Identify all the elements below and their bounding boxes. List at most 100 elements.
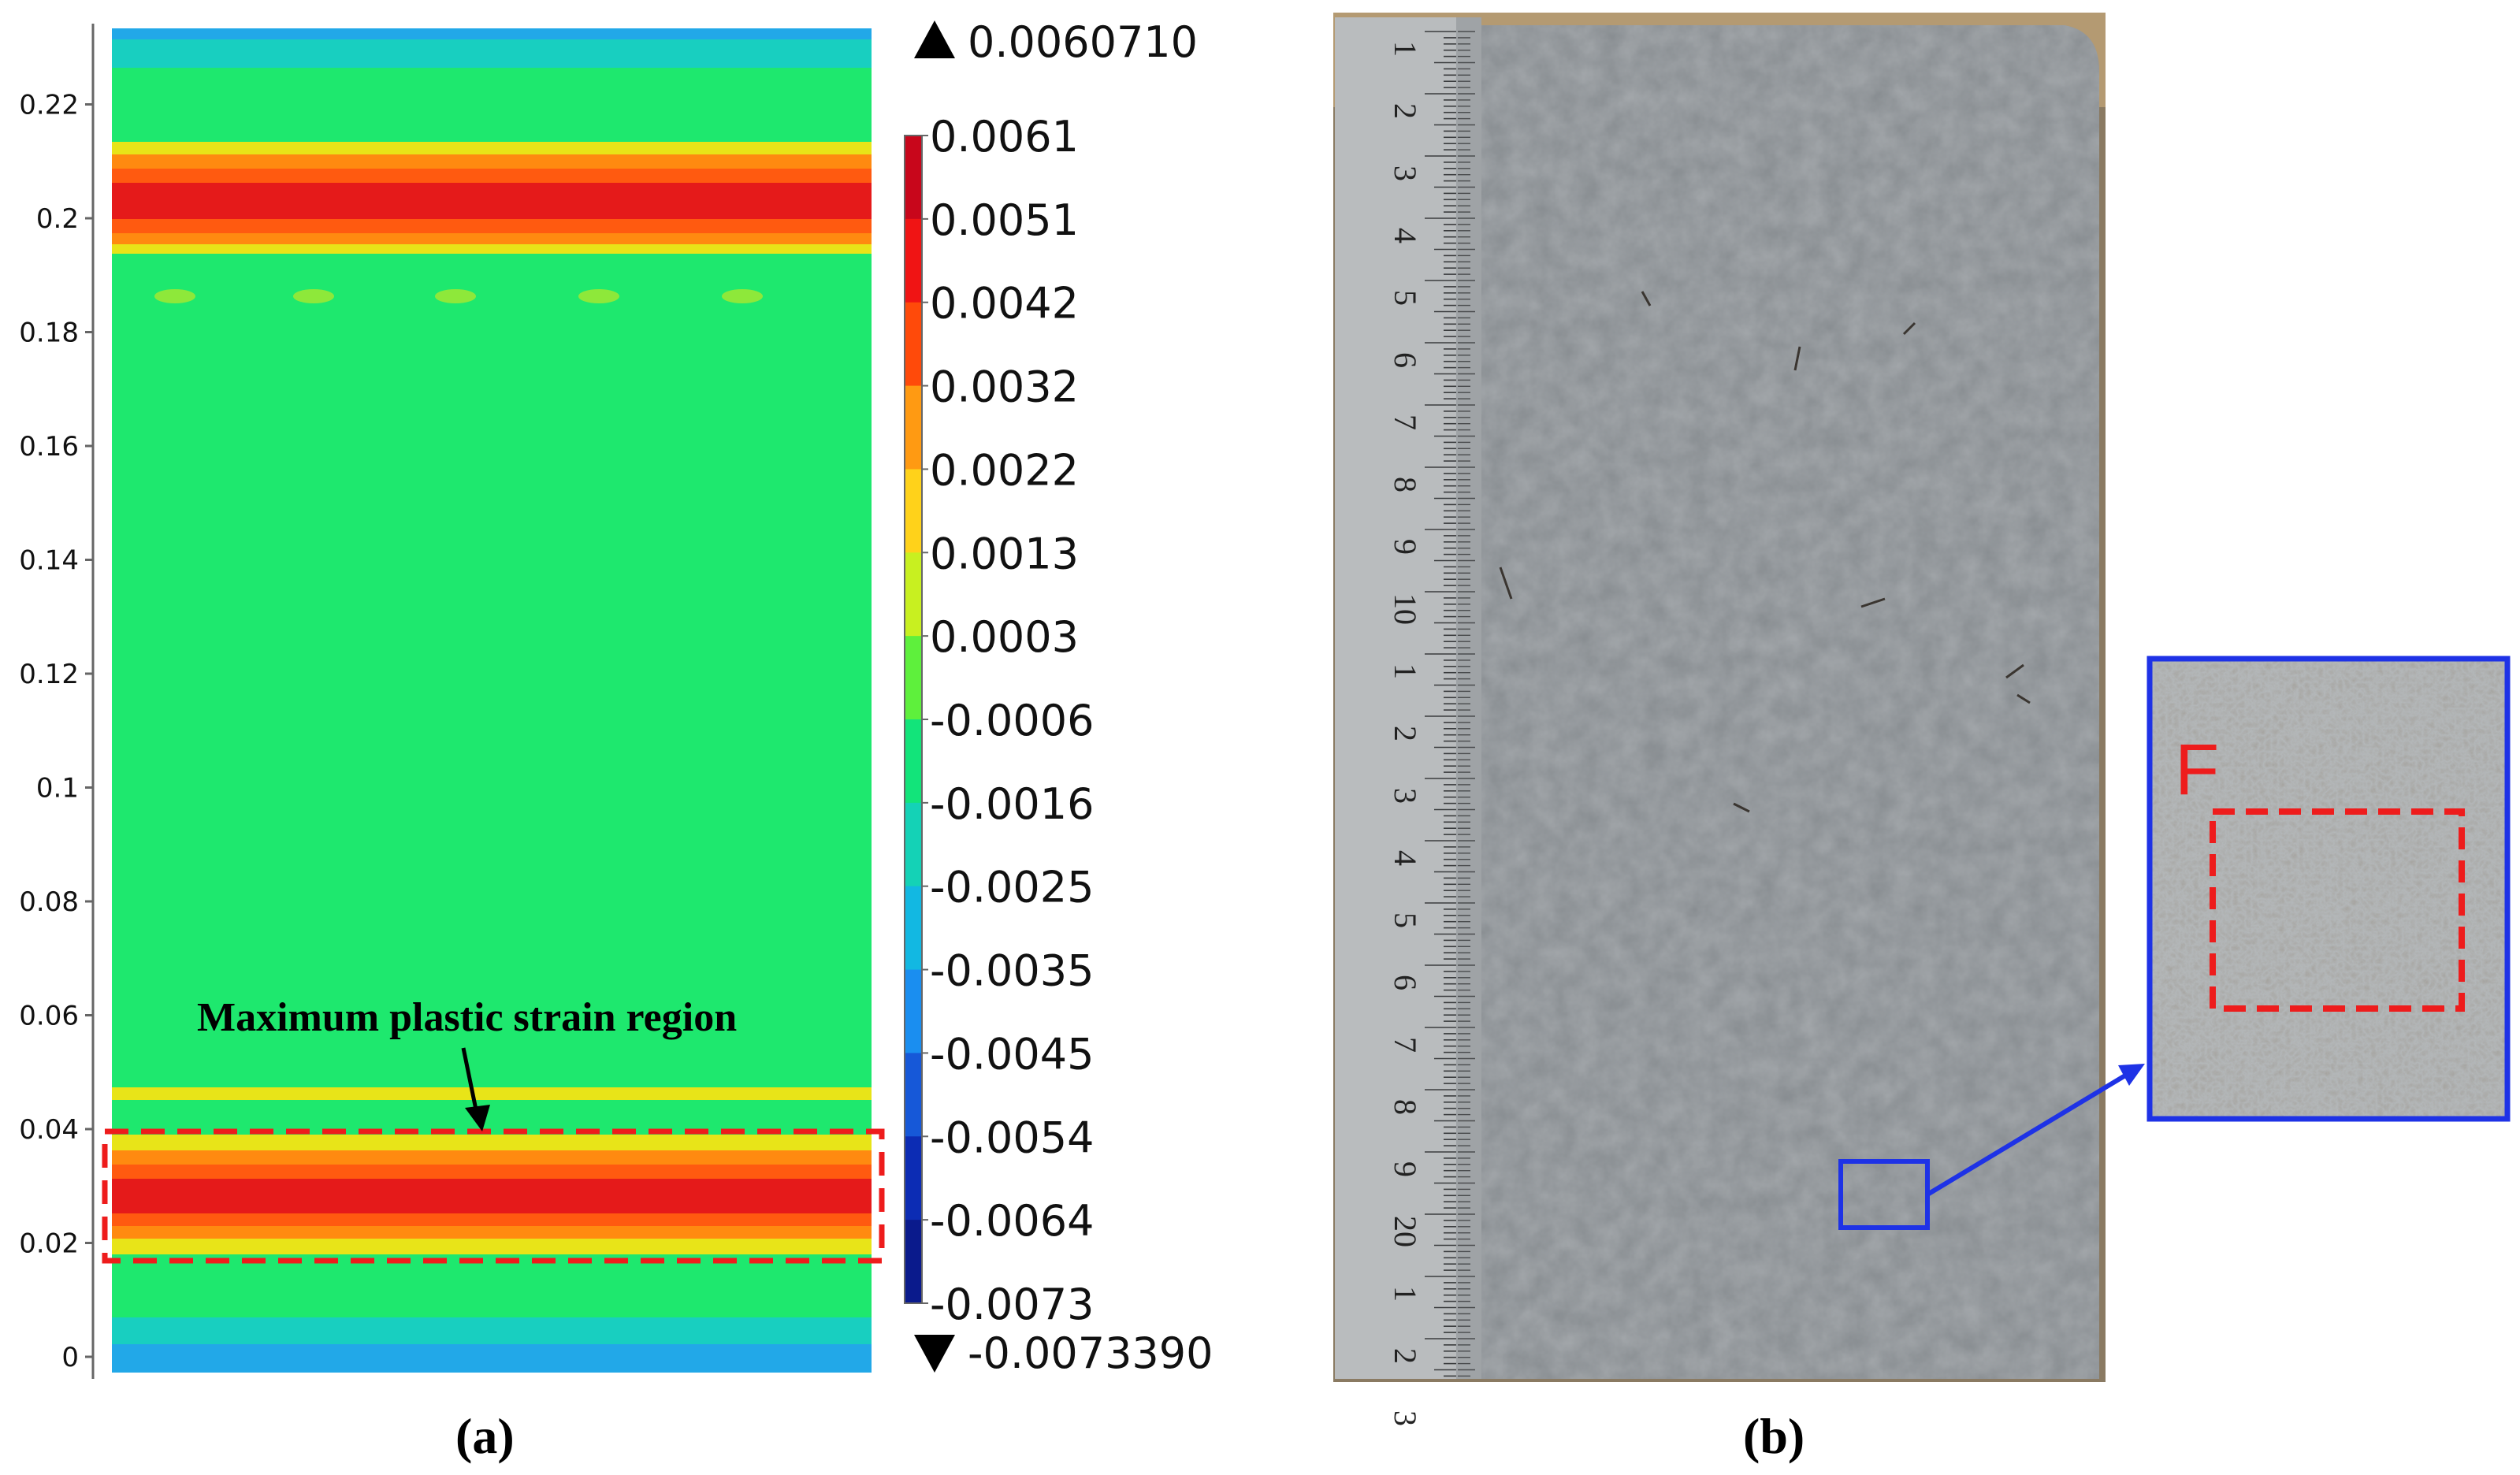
ruler-number: 1 (1388, 663, 1423, 679)
ruler-number: 1 (1388, 41, 1423, 57)
colorbar-min-label: -0.0073390 (968, 1328, 1214, 1378)
ruler-number: 4 (1388, 850, 1423, 866)
colorbar-label: -0.0025 (930, 863, 1094, 912)
colorbar-segment (905, 719, 922, 804)
ruler-number: 6 (1388, 975, 1423, 990)
inset-texture (2150, 659, 2507, 1119)
colorbar-min-triangle (914, 1335, 955, 1373)
colorbar-label: -0.0045 (930, 1029, 1094, 1079)
ruler-number: 9 (1388, 1161, 1423, 1177)
colorbar-segment (905, 469, 922, 553)
steel-plate-texture (1481, 25, 2099, 1379)
colorbar-segment (905, 385, 922, 470)
ruler-number: 7 (1388, 414, 1423, 430)
contour-band (112, 1087, 872, 1100)
ruler-number: 9 (1388, 539, 1423, 555)
contour-band (112, 1150, 872, 1165)
colorbar-segment (905, 302, 922, 387)
panel-a: 0 0.02 0.04 0.06 0.08 0.1 0.12 0.14 0.16 0.18 0.2 0… (19, 17, 1213, 1464)
colorbar-max-label: 0.0060710 (968, 17, 1198, 67)
contour-band (112, 1254, 872, 1317)
contour-band (112, 68, 872, 142)
contour-band (112, 39, 872, 68)
y-tick-label: 0.2 (36, 203, 79, 235)
zoom-connector-arrowhead (2118, 1064, 2145, 1086)
y-tick-label: 0.12 (19, 659, 79, 690)
colorbar-segment (905, 969, 922, 1053)
y-tick-label: 0.14 (19, 545, 79, 577)
contour-spot (293, 289, 334, 303)
colorbar-segment (905, 886, 922, 971)
magnified-inset (2150, 659, 2507, 1119)
contour-spot (435, 289, 476, 303)
contour-band (112, 1239, 872, 1254)
ruler-number: 3 (1388, 165, 1423, 181)
colorbar-segment (905, 636, 922, 720)
ruler-number: 8 (1388, 477, 1423, 492)
colorbar-max-triangle (914, 20, 955, 58)
contour-spot (578, 289, 619, 303)
y-tick-label: 0.04 (19, 1114, 79, 1146)
annotation-arrowhead (465, 1105, 490, 1131)
colorbar-label: 0.0051 (930, 195, 1079, 245)
contour-band (112, 183, 872, 219)
contour-band (112, 254, 872, 1087)
ruler-number: 5 (1388, 912, 1423, 928)
contour-band (112, 233, 872, 244)
contour-band (112, 1100, 872, 1135)
colorbar-segment (905, 1053, 922, 1137)
contour-band (112, 219, 872, 233)
colorbar-label: 0.0032 (930, 362, 1079, 412)
ruler-number: 10 (1388, 593, 1423, 625)
contour-band (112, 1226, 872, 1239)
contour-spot (154, 289, 195, 303)
colorbar: 0.0061 0.0051 0.0042 0.0032 0.0022 0.0013 0.00… (904, 112, 1094, 1329)
inset-frame (2146, 656, 2511, 1122)
contour-field (112, 28, 872, 1373)
contour-band (112, 1213, 872, 1226)
annotation-arrow (461, 1047, 480, 1118)
max-strain-highlight-box (102, 1128, 885, 1264)
contour-band (112, 1344, 872, 1373)
ruler-number: 2 (1388, 103, 1423, 119)
colorbar-segment (905, 218, 922, 303)
colorbar-label: -0.0006 (930, 696, 1094, 745)
colorbar-label: -0.0035 (930, 946, 1094, 996)
colorbar-label: 0.0003 (930, 612, 1079, 662)
contour-band (112, 244, 872, 254)
inset-label: F (2175, 730, 2219, 810)
ruler-number: 4 (1388, 228, 1423, 243)
y-tick-label: 0.08 (19, 886, 79, 918)
y-tick-label: 0.16 (19, 431, 79, 463)
contour-band (112, 169, 872, 183)
y-tick-label: 0 (61, 1342, 79, 1373)
ruler-number: 1 (1388, 1286, 1423, 1302)
colorbar-label: 0.0042 (930, 279, 1079, 329)
y-tick-label: 0.02 (19, 1228, 79, 1260)
colorbar-segment (905, 802, 922, 887)
colorbar-label: -0.0054 (930, 1113, 1094, 1162)
contour-band (112, 1317, 872, 1344)
colorbar-segment (905, 1220, 922, 1304)
ruler-number: 20 (1388, 1216, 1423, 1247)
contour-band (112, 142, 872, 154)
inset-detail-box (2210, 808, 2465, 1012)
contour-band (112, 154, 872, 169)
max-strain-annotation: Maximum plastic strain region (197, 995, 737, 1040)
ruler-number: 3 (1388, 788, 1423, 804)
ruler-number: 6 (1388, 352, 1423, 368)
contour-band (112, 1135, 872, 1150)
y-axis-ticks: 0 0.02 0.04 0.06 0.08 0.1 0.12 0.14 0.16 0.18 0.2 0… (19, 90, 93, 1373)
colorbar-label: 0.0022 (930, 445, 1079, 495)
panel-b-caption: (b) (1743, 1408, 1805, 1464)
contour-spot (722, 289, 763, 303)
colorbar-segment (905, 1136, 922, 1220)
zoom-connector-line (1926, 1071, 2131, 1197)
y-tick-label: 0.22 (19, 90, 79, 121)
y-tick-label: 0.1 (36, 773, 79, 804)
colorbar-label: -0.0073 (930, 1280, 1094, 1329)
ruler-number: 2 (1388, 726, 1423, 741)
y-tick-label: 0.06 (19, 1001, 79, 1032)
colorbar-segment (905, 552, 922, 637)
ruler-number: 8 (1388, 1099, 1423, 1115)
